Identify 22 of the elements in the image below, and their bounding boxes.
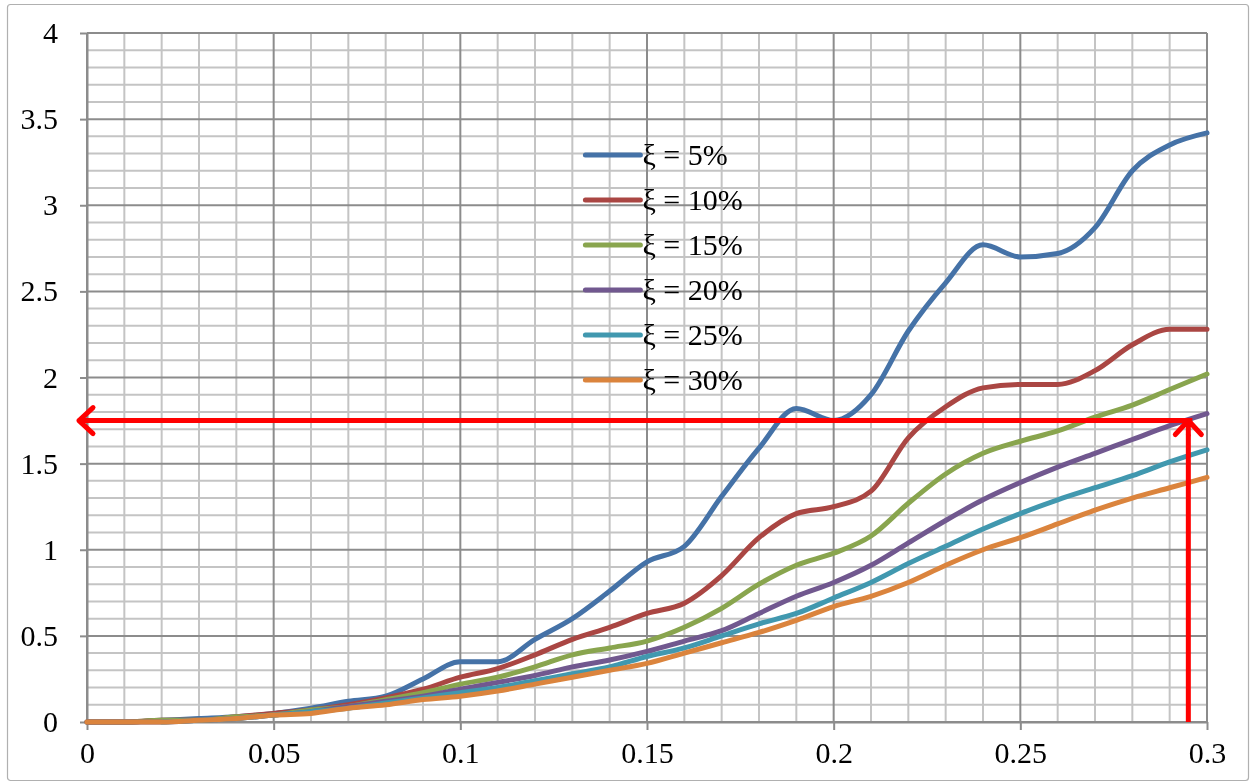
- y-tick-label: 3.5: [20, 102, 58, 136]
- x-tick-label: 0: [80, 736, 95, 770]
- legend-label: ξ = 15%: [642, 228, 743, 261]
- y-tick-label: 4: [43, 16, 58, 50]
- legend-label: ξ = 20%: [642, 273, 743, 306]
- x-tick-label: 0.2: [815, 736, 853, 770]
- x-tick-label: 0.25: [994, 736, 1048, 770]
- y-tick-label: 0.5: [20, 618, 58, 652]
- y-tick-label: 2: [43, 360, 58, 394]
- x-tick-label: 0.1: [442, 736, 480, 770]
- legend-label: ξ = 10%: [642, 183, 743, 216]
- y-tick-label: 1.5: [20, 446, 58, 480]
- x-tick-label: 0.3: [1188, 736, 1227, 770]
- legend-label: ξ = 30%: [642, 363, 743, 396]
- y-tick-label: 1: [43, 532, 58, 566]
- y-tick-label: 3: [43, 188, 58, 222]
- x-tick-label: 0.15: [621, 736, 674, 770]
- legend-label: ξ = 25%: [642, 318, 743, 351]
- x-tick-label: 0.05: [247, 736, 301, 770]
- y-tick-label: 2.5: [20, 274, 58, 308]
- y-tick-label: 0: [43, 705, 58, 739]
- legend-label: ξ = 5%: [642, 138, 728, 171]
